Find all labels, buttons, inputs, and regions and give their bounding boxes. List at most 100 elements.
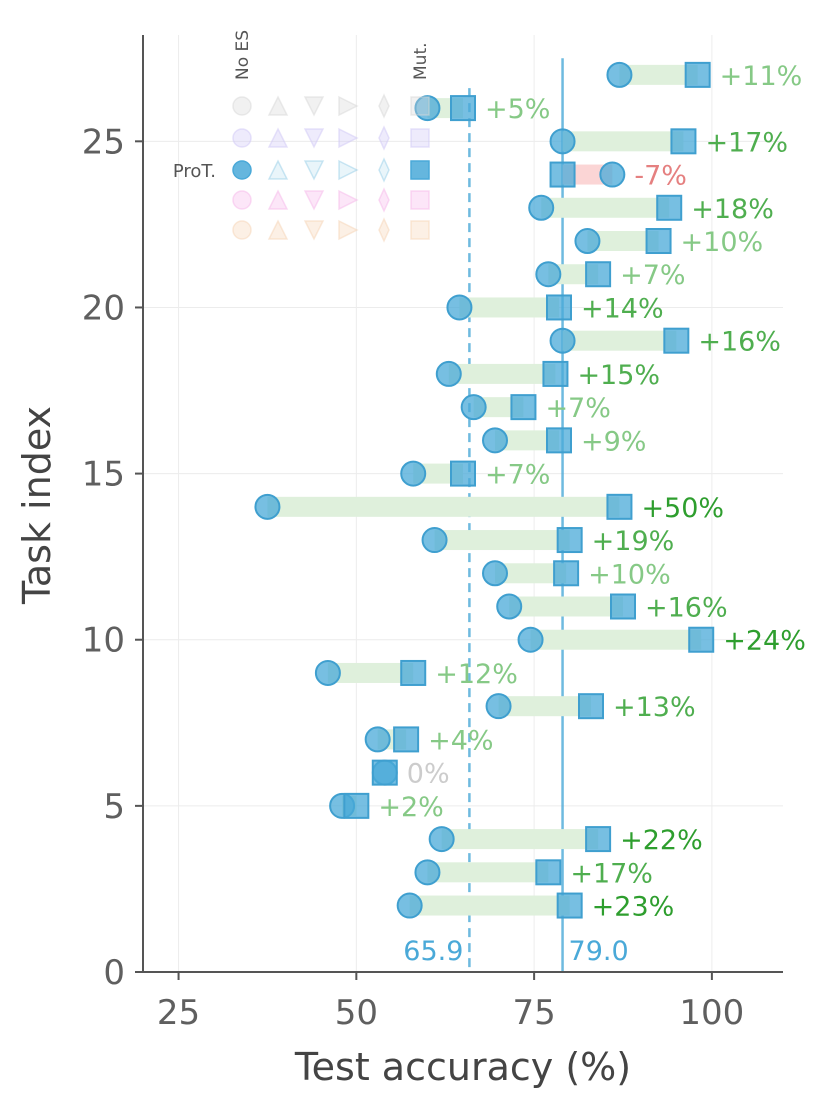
- no-es-marker: [549, 128, 576, 155]
- mut-marker: [663, 327, 690, 354]
- mut-marker: [656, 194, 683, 221]
- y-tick-label: 0: [103, 953, 125, 993]
- y-tick-label: 10: [82, 621, 125, 661]
- improvement-bar: [587, 231, 659, 252]
- legend-marker-triangle-down: [303, 96, 325, 117]
- delta-label: +11%: [720, 61, 803, 92]
- delta-label: +7%: [620, 260, 685, 291]
- legend-marker-square: [410, 190, 430, 210]
- legend-marker-triangle-right: [338, 189, 359, 211]
- improvement-bar: [427, 862, 549, 883]
- no-es-marker: [254, 493, 281, 520]
- legend-marker-triangle-up: [267, 219, 289, 240]
- legend-marker-square: [410, 160, 430, 180]
- x-tick-label: 50: [335, 993, 378, 1033]
- delta-label: 0%: [407, 759, 450, 790]
- legend-marker-thin-diamond: [378, 93, 390, 119]
- legend-marker-circle: [232, 160, 252, 180]
- legend-marker-square: [410, 220, 430, 240]
- y-axis-title: Task index: [15, 406, 59, 605]
- mut-marker: [450, 95, 476, 122]
- mut-marker: [510, 394, 537, 421]
- no-es-marker: [421, 527, 448, 554]
- y-tick-label: 5: [103, 787, 125, 827]
- improvement-bar: [509, 596, 623, 617]
- no-es-marker: [528, 194, 555, 221]
- legend-row-label: ProT.: [173, 161, 216, 182]
- delta-label: +9%: [581, 426, 646, 457]
- legend-marker-circle: [232, 220, 252, 240]
- legend-header-mut: Mut.: [411, 42, 431, 80]
- mut-marker: [556, 527, 583, 554]
- delta-label: +7%: [545, 393, 610, 424]
- legend-marker-triangle-down: [303, 220, 325, 241]
- delta-label: +16%: [698, 327, 781, 358]
- x-tick-label: 25: [157, 993, 200, 1033]
- axes: 25 50 75 100 0 5 10 15 20 25: [82, 35, 783, 1033]
- legend-marker-triangle-up: [267, 127, 289, 148]
- mut-marker: [535, 859, 562, 886]
- mut-marker: [400, 659, 427, 686]
- mut-marker: [606, 493, 633, 520]
- no-es-marker: [435, 360, 462, 387]
- legend-marker-thin-diamond: [378, 157, 390, 183]
- no-es-marker: [428, 826, 455, 853]
- reference-line-label: 65.9: [403, 936, 463, 967]
- legend-marker-triangle-down: [303, 160, 325, 181]
- no-es-marker: [574, 228, 601, 255]
- legend-marker-triangle-down: [303, 128, 325, 149]
- legend-header-no-es: No ES: [233, 30, 253, 80]
- delta-label: +10%: [588, 559, 671, 590]
- legend-marker-triangle-right: [338, 127, 359, 149]
- reference-line-label: 79.0: [569, 936, 629, 967]
- mut-marker: [343, 792, 370, 819]
- mut-marker: [546, 427, 572, 454]
- legend-marker-circle: [232, 190, 252, 210]
- no-es-marker: [314, 659, 341, 686]
- mut-marker: [450, 460, 476, 487]
- no-es-marker: [460, 394, 487, 421]
- improvement-bar: [530, 629, 702, 650]
- delta-label: +4%: [428, 725, 493, 756]
- improvement-bar: [498, 696, 591, 717]
- delta-label: +23%: [592, 892, 675, 923]
- improvement-bar: [409, 895, 570, 916]
- mut-marker: [585, 261, 612, 288]
- legend-marker-triangle-right: [338, 159, 359, 181]
- improvement-bar: [562, 131, 684, 152]
- legend-marker-square: [410, 128, 430, 148]
- legend-marker-thin-diamond: [378, 187, 390, 213]
- delta-label: +16%: [645, 593, 728, 624]
- mut-marker: [578, 693, 604, 720]
- mut-marker: [610, 593, 636, 620]
- legend-marker-square: [410, 96, 430, 116]
- legend-marker-triangle-up: [267, 95, 289, 116]
- delta-label: +14%: [581, 293, 664, 324]
- no-es-marker: [396, 892, 423, 919]
- no-es-marker: [446, 294, 473, 321]
- improvement-bar: [434, 530, 570, 551]
- legend-marker-triangle-up: [267, 189, 289, 210]
- mut-marker: [553, 560, 580, 587]
- no-es-marker: [549, 327, 576, 354]
- delta-labels: +23%+17%+22%+2%0%+4%+13%+12%+24%+16%+10%…: [378, 61, 806, 923]
- delta-label: +15%: [577, 360, 660, 391]
- legend-marker-triangle-up: [267, 159, 289, 180]
- legend-marker-triangle-right: [338, 219, 359, 241]
- no-es-marker: [414, 859, 441, 886]
- mut-marker: [585, 826, 612, 853]
- delta-label: +17%: [705, 127, 788, 158]
- x-tick-label: 100: [679, 993, 744, 1033]
- legend-marker-circle: [232, 128, 252, 148]
- mut-marker: [546, 294, 572, 321]
- no-es-marker: [496, 593, 523, 620]
- delta-label: +50%: [641, 493, 724, 524]
- delta-label: +18%: [691, 194, 774, 225]
- improvement-bar: [541, 197, 670, 218]
- delta-label: +12%: [435, 659, 518, 690]
- mut-marker: [670, 128, 697, 155]
- no-es-marker: [517, 626, 544, 653]
- legend-marker-thin-diamond: [378, 125, 390, 151]
- mut-marker: [645, 228, 672, 255]
